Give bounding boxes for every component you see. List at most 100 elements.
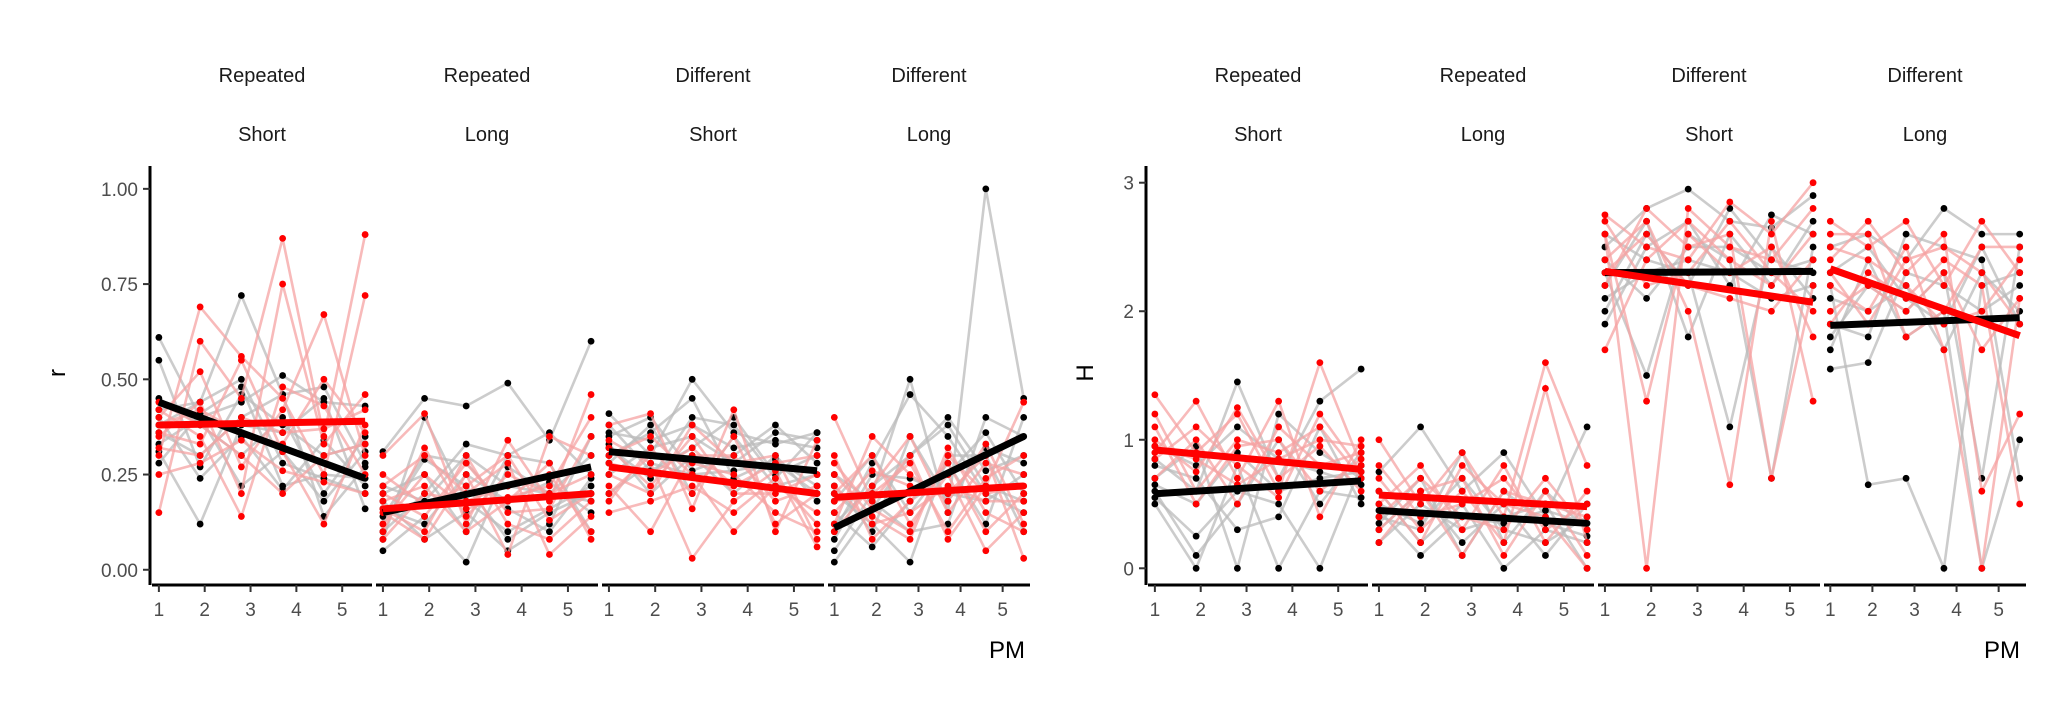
black-data-point (605, 429, 613, 437)
black-data-point (1316, 468, 1324, 476)
red-data-point (688, 433, 696, 440)
red-data-point (730, 509, 738, 517)
x-tick-label: 4 (516, 600, 527, 621)
red-data-point (379, 535, 387, 543)
red-data-point (1375, 539, 1383, 546)
red-data-point (587, 497, 595, 505)
facet-strip-label: Different (1887, 65, 1963, 87)
red-data-point (605, 490, 613, 497)
red-data-point (1601, 282, 1609, 289)
x-tick-label: 1 (604, 600, 615, 621)
facet-strip-label: Long (1461, 124, 1506, 146)
red-data-point (361, 231, 369, 238)
red-data-point (906, 433, 914, 440)
facet-strip-label: Long (465, 124, 510, 146)
red-data-point (772, 474, 779, 482)
x-tick-label: 2 (1195, 600, 1206, 621)
black-data-point (772, 429, 779, 437)
red-data-point (1726, 217, 1734, 225)
facet-panel: Repeated Short 1 2 3 4 5 (1148, 65, 1368, 621)
red-data-point (1726, 230, 1734, 238)
red-data-point (1151, 423, 1159, 431)
red-data-point (813, 535, 821, 543)
red-data-point (730, 452, 738, 459)
red-data-point (1902, 217, 1910, 225)
y-tick-label: 0 (1123, 559, 1134, 580)
black-data-point (1826, 294, 1834, 302)
red-trend-line (382, 490, 592, 513)
facet-panel: Different Short 1 2 3 4 5 (602, 65, 824, 621)
facet-strip-label: Repeated (1215, 65, 1302, 87)
red-data-point (279, 234, 287, 242)
red-data-point (462, 505, 470, 513)
red-data-point (1978, 269, 1986, 277)
red-data-point (1684, 256, 1692, 264)
x-tick-label: 1 (1374, 600, 1385, 621)
black-data-point (1417, 552, 1424, 559)
x-tick-label: 4 (1738, 600, 1749, 621)
red-data-point (546, 505, 553, 513)
red-data-point (1542, 384, 1549, 392)
red-data-point (320, 471, 328, 478)
x-tick-label: 5 (997, 600, 1008, 621)
red-data-point (688, 421, 696, 429)
red-data-point (1458, 449, 1466, 457)
red-data-point (944, 459, 952, 467)
red-data-point (155, 444, 163, 452)
red-data-point (196, 337, 204, 345)
red-data-point (1684, 217, 1692, 225)
black-data-point (813, 497, 821, 505)
red-data-point (1020, 490, 1028, 497)
red-data-point (1809, 307, 1817, 315)
red-data-point (1192, 423, 1200, 431)
red-trend-line (1154, 446, 1362, 473)
black-data-point (546, 528, 553, 536)
x-tick-label: 4 (1951, 600, 1962, 621)
black-data-point (1233, 378, 1241, 386)
black-data-point (1809, 192, 1817, 199)
black-data-point (647, 421, 654, 429)
red-data-point (1542, 539, 1549, 546)
red-data-point (1601, 230, 1609, 238)
black-data-point (1357, 500, 1365, 508)
red-data-point (605, 482, 613, 490)
red-data-point (1357, 442, 1365, 450)
red-data-point (2016, 500, 2024, 508)
black-series-line (1829, 232, 2021, 479)
red-data-point (1583, 526, 1591, 534)
facet-strip-label: Short (689, 124, 737, 146)
black-data-point (944, 421, 952, 429)
red-data-point (830, 482, 838, 490)
red-data-point (1357, 436, 1365, 444)
red-data-point (1940, 256, 1948, 264)
black-trend-line (1378, 506, 1588, 527)
red-data-point (1826, 217, 1834, 225)
red-data-point (1316, 436, 1324, 444)
black-data-point (982, 520, 990, 528)
black-data-point (1458, 539, 1466, 546)
red-series-line (158, 385, 367, 520)
x-tick-label: 5 (1333, 600, 1344, 621)
x-tick-label: 4 (1512, 600, 1523, 621)
red-data-point (155, 406, 163, 414)
x-tick-label: 3 (1241, 600, 1252, 621)
red-data-point (546, 535, 553, 543)
red-data-point (155, 509, 163, 517)
y-axis-title-r: r (44, 369, 71, 377)
red-data-point (772, 497, 779, 505)
black-data-point (730, 444, 738, 452)
red-data-point (1684, 307, 1692, 315)
red-data-point (1809, 205, 1817, 212)
black-data-point (1826, 365, 1834, 373)
red-series-line (1829, 270, 2021, 353)
black-data-point (462, 402, 470, 410)
red-data-point (546, 516, 553, 524)
red-data-point (813, 520, 821, 528)
black-data-point (1020, 414, 1028, 421)
black-data-point (1601, 307, 1609, 315)
black-data-point (320, 394, 328, 402)
black-series-line (1829, 244, 2021, 327)
facet-panel: Repeated Short 1 2 3 4 5 (152, 65, 372, 621)
black-data-point (906, 391, 914, 398)
